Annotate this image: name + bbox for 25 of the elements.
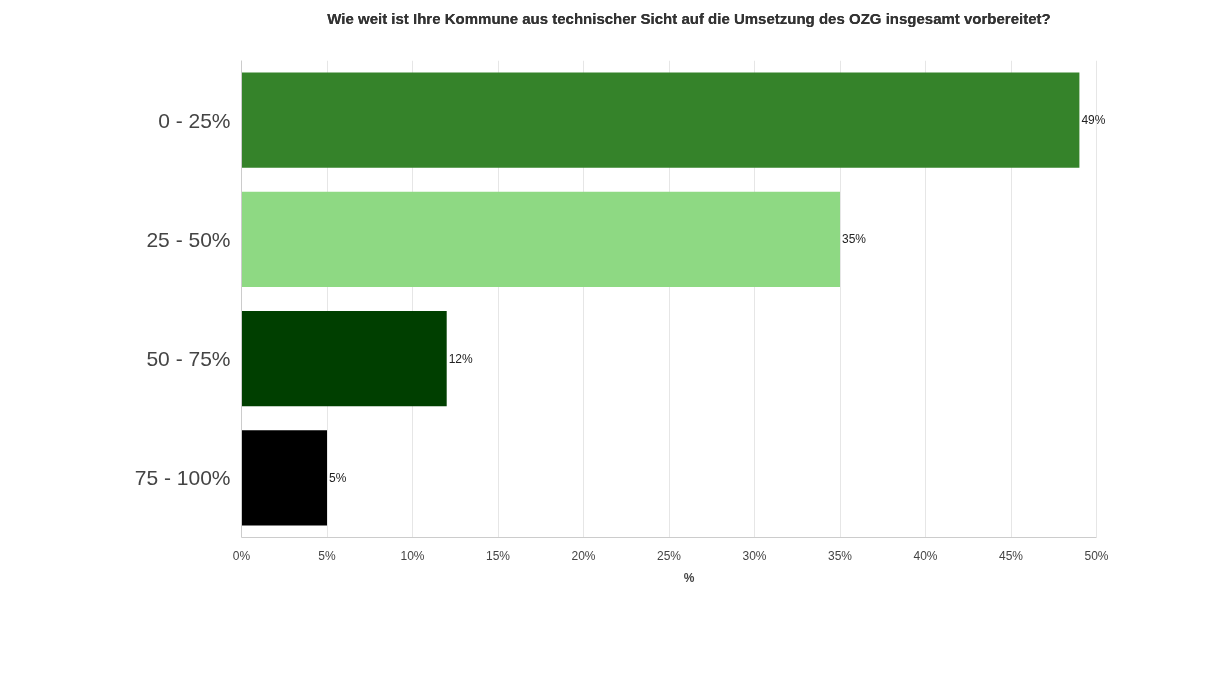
x-tick-label: 25% xyxy=(656,548,682,563)
bar xyxy=(241,191,840,288)
chart-title: Wie weit ist Ihre Kommune aus technischer Sicht auf die Umsetzung des OZG insgesamt vorbereitet? xyxy=(327,9,1051,27)
x-tick-label: 30% xyxy=(742,548,767,563)
data-label: 35% xyxy=(842,232,867,247)
y-tick-label: 0 - 25% xyxy=(158,108,231,132)
y-tick-label: 75 - 100% xyxy=(134,466,231,490)
x-tick-label: 45% xyxy=(998,548,1024,563)
bar xyxy=(241,72,1080,168)
x-tick-label: 10% xyxy=(400,548,425,563)
x-tick-label: 40% xyxy=(913,548,938,563)
data-label: 5% xyxy=(329,470,347,485)
x-tick-label: 50% xyxy=(1084,548,1109,563)
x-axis-title: % xyxy=(683,570,695,585)
x-tick-label: 0% xyxy=(232,548,251,563)
bar xyxy=(241,430,327,526)
data-label: 49% xyxy=(1081,113,1106,128)
y-tick-label: 50 - 75% xyxy=(146,347,231,371)
data-label: 12% xyxy=(448,351,474,366)
x-tick-label: 20% xyxy=(571,548,596,563)
x-tick-label: 5% xyxy=(318,548,336,563)
bar xyxy=(241,310,447,407)
x-tick-label: 35% xyxy=(827,548,853,563)
x-tick-label: 15% xyxy=(485,548,511,563)
y-tick-label: 25 - 50% xyxy=(146,227,231,251)
